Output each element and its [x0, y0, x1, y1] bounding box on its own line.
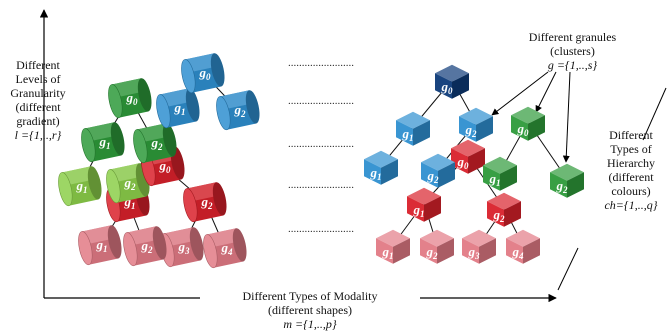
cylinder-node-g2: g2	[216, 90, 260, 131]
cylinder-node-g0: g0	[181, 53, 225, 94]
cube-node-g0: g0	[511, 106, 545, 141]
granules-label: Different granules (clusters) g ={1,..,s…	[528, 30, 617, 72]
modality-label: Different Types of Modality (different s…	[200, 289, 420, 331]
cylinder-node-g0: g0	[108, 78, 152, 119]
dotted-separator: ........................	[288, 57, 354, 69]
cube-node-g2: g2	[420, 229, 454, 264]
cylinder-node-g2: g2	[123, 226, 167, 267]
cylinder-node-g1: g1	[81, 122, 125, 163]
cube-node-g3: g3	[462, 229, 496, 264]
granule-arrows	[491, 71, 571, 163]
hierarchy-label: Different Types of Hierarchy (different …	[604, 128, 658, 212]
dotted-separator: ........................	[288, 223, 354, 235]
cube-node-g4: g4	[506, 229, 540, 264]
hierarchy-formula: ch={1,..,q}	[604, 198, 658, 212]
cylinder-node-g2: g2	[133, 123, 177, 164]
cylinder-node-g1: g1	[78, 225, 122, 266]
modality-formula: m ={1,..,p}	[283, 317, 337, 331]
cube-node-g1: g1	[407, 187, 441, 222]
cube-node-g1: g1	[483, 156, 517, 191]
cylinder-node-g1: g1	[156, 88, 200, 129]
levels-label: Different Levels of Granularity (differe…	[10, 58, 66, 142]
cube-node-g1: g1	[364, 150, 398, 185]
cube-node-g0: g0	[451, 139, 485, 174]
cube-node-g2: g2	[487, 192, 521, 227]
cylinder-node-g4: g4	[203, 228, 247, 269]
cube-node-g2: g2	[459, 107, 493, 142]
cylinder-node-g1: g1	[58, 166, 102, 207]
cube-node-g0: g0	[435, 64, 469, 99]
dotted-separator: ........................	[288, 95, 354, 107]
granule-arrow	[491, 71, 549, 116]
granule-arrow	[562, 71, 571, 163]
levels-formula: l ={1,..,r}	[14, 128, 62, 142]
dotted-separator: ........................	[288, 138, 354, 150]
dotted-separator: ........................	[288, 179, 354, 191]
granules-formula: g ={1,..,s}	[547, 58, 598, 72]
cube-node-g2: g2	[550, 163, 584, 198]
cube-node-g1: g1	[396, 111, 430, 146]
dotted-separators: ........................................…	[288, 57, 354, 235]
cube-node-g1: g1	[376, 229, 410, 264]
depth-axis-upper	[642, 87, 667, 141]
cylinder-node-g2: g2	[183, 182, 227, 223]
cube-node-g2: g2	[421, 153, 455, 188]
depth-axis	[557, 247, 579, 291]
granule-arrow	[535, 71, 557, 113]
